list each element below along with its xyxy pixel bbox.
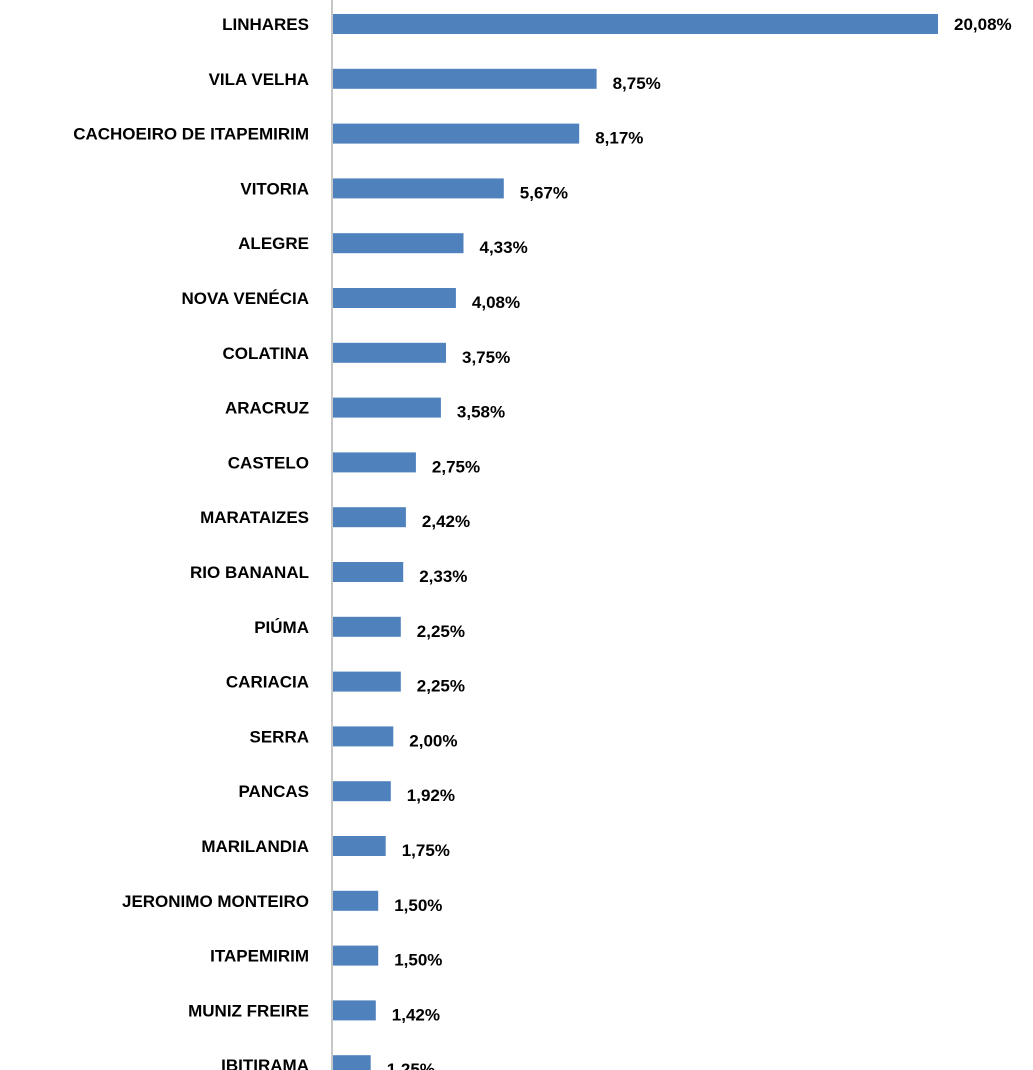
category-label-8: CASTELO — [228, 453, 309, 472]
category-label-11: PIÚMA — [254, 618, 309, 637]
bar-0 — [333, 14, 938, 34]
bar-5 — [333, 288, 456, 308]
bar-7 — [333, 397, 441, 418]
category-label-15: MARILANDIA — [201, 837, 309, 856]
bars-group — [333, 14, 938, 1070]
bar-4 — [333, 233, 464, 254]
category-label-12: CARIACIA — [226, 673, 309, 692]
bar-8 — [333, 452, 416, 473]
category-label-1: VILA VELHA — [209, 70, 309, 89]
bar-14 — [333, 781, 391, 802]
value-label-18: 1,42% — [392, 1005, 440, 1024]
bar-17 — [333, 945, 379, 966]
value-label-9: 2,42% — [422, 512, 470, 531]
value-label-1: 8,75% — [613, 74, 661, 93]
value-label-13: 2,00% — [409, 731, 457, 750]
value-label-6: 3,75% — [462, 348, 510, 367]
bar-6 — [333, 342, 446, 363]
category-label-5: NOVA VENÉCIA — [181, 289, 309, 308]
category-label-10: RIO BANANAL — [190, 563, 309, 582]
value-label-14: 1,92% — [407, 786, 455, 805]
bar-3 — [333, 178, 504, 199]
value-label-4: 4,33% — [480, 238, 528, 257]
bar-18 — [333, 1000, 376, 1021]
category-label-19: IBITIRAMA — [221, 1056, 309, 1070]
value-label-11: 2,25% — [417, 622, 465, 641]
category-label-6: COLATINA — [222, 344, 309, 363]
category-label-17: ITAPEMIRIM — [210, 947, 309, 966]
category-label-14: PANCAS — [238, 782, 309, 801]
value-label-3: 5,67% — [520, 183, 568, 202]
category-label-2: CACHOEIRO DE ITAPEMIRIM — [73, 125, 309, 144]
value-label-8: 2,75% — [432, 457, 480, 476]
value-label-16: 1,50% — [394, 896, 442, 915]
bar-2 — [333, 123, 580, 144]
bar-10 — [333, 562, 404, 582]
bar-13 — [333, 726, 394, 747]
value-label-5: 4,08% — [472, 293, 520, 312]
bar-15 — [333, 836, 386, 856]
bar-16 — [333, 890, 379, 911]
bar-1 — [333, 68, 597, 89]
category-label-16: JERONIMO MONTEIRO — [122, 892, 309, 911]
category-label-7: ARACRUZ — [225, 399, 309, 418]
bar-11 — [333, 616, 401, 637]
value-label-10: 2,33% — [419, 567, 467, 586]
value-label-7: 3,58% — [457, 403, 505, 422]
category-label-9: MARATAIZES — [200, 508, 309, 527]
value-label-19: 1,25% — [387, 1060, 435, 1070]
value-label-12: 2,25% — [417, 677, 465, 696]
value-label-0: 20,08% — [954, 15, 1012, 34]
bar-12 — [333, 671, 401, 692]
value-label-15: 1,75% — [402, 841, 450, 860]
category-label-0: LINHARES — [222, 15, 309, 34]
category-label-13: SERRA — [249, 727, 309, 746]
value-label-17: 1,50% — [394, 951, 442, 970]
category-labels-group: LINHARES VILA VELHA CACHOEIRO DE ITAPEMIRI… — [73, 15, 309, 1070]
category-label-3: VITORIA — [240, 179, 309, 198]
bar-19 — [333, 1055, 371, 1070]
bar-9 — [333, 507, 406, 528]
value-label-2: 8,17% — [595, 129, 643, 148]
value-labels-group: 20,08% 8,75% 8,17% 5,67% 4,33% 4,08% 3,75% 3,58… — [387, 15, 1012, 1070]
category-label-18: MUNIZ FREIRE — [188, 1001, 309, 1020]
category-label-4: ALEGRE — [238, 234, 309, 253]
